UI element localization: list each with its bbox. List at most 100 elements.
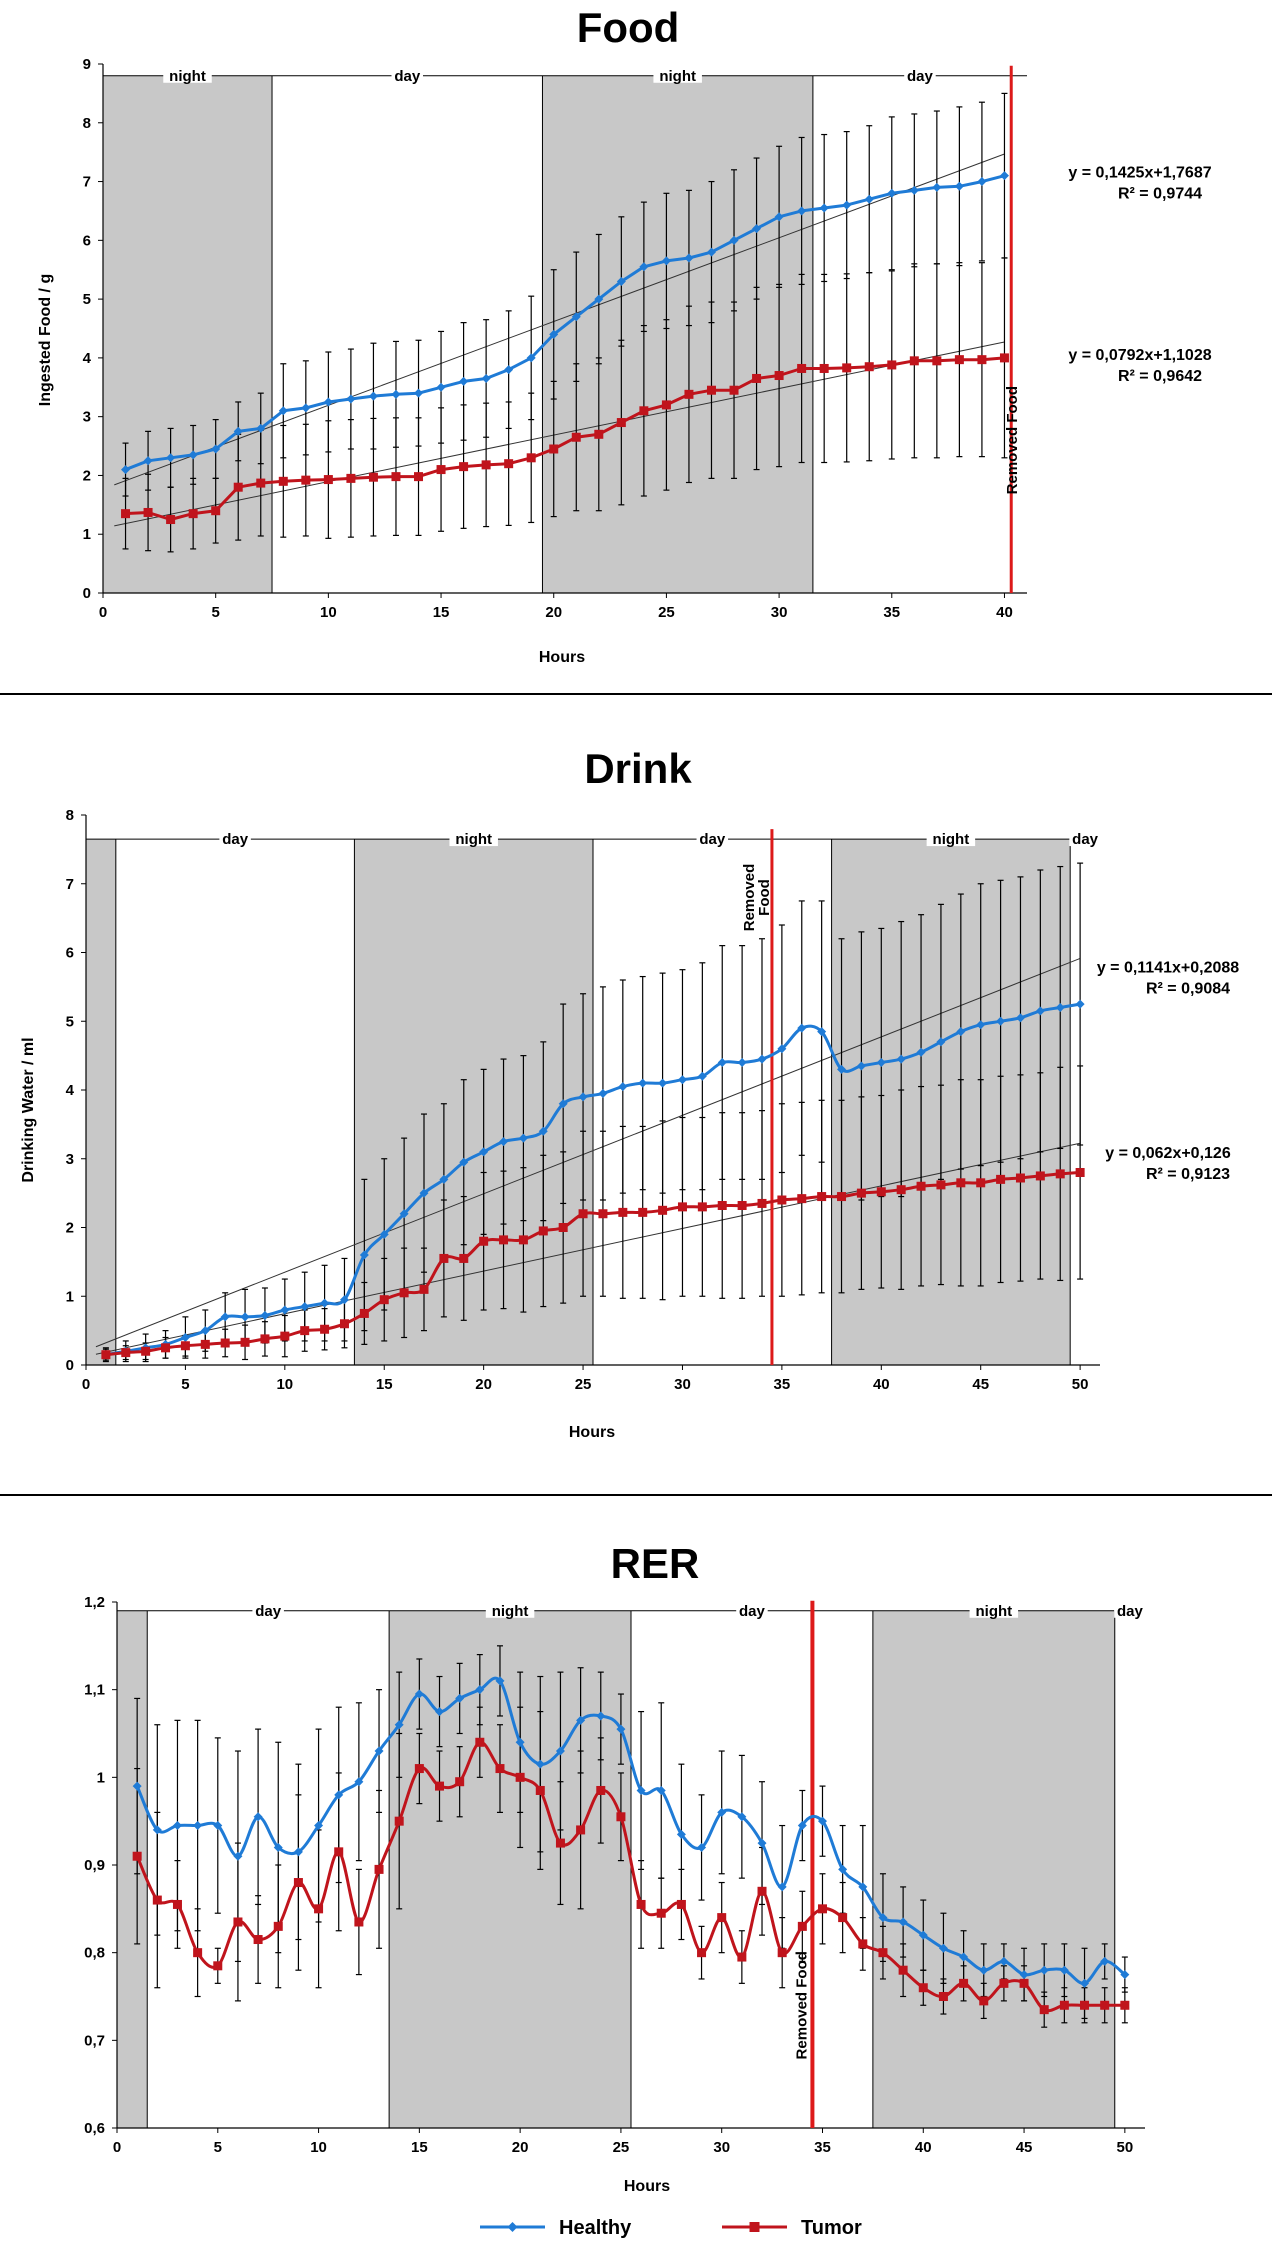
data-point-tumor: [616, 418, 626, 428]
y-tick-label: 1: [83, 526, 91, 543]
band-label-night: night: [933, 831, 970, 848]
data-point-tumor: [273, 1921, 283, 1931]
data-point-healthy: [233, 426, 243, 436]
data-point-tumor: [1059, 2000, 1069, 2010]
band-label-day: day: [222, 831, 249, 848]
x-tick-label: 0: [113, 2139, 121, 2156]
data-point-healthy: [571, 312, 581, 322]
data-point-healthy: [658, 1078, 668, 1088]
data-point-healthy: [684, 253, 694, 263]
data-point-tumor: [495, 1764, 505, 1774]
trend-equation: y = 0,1141x+0,2088: [1097, 960, 1239, 977]
data-point-tumor: [172, 1899, 182, 1909]
data-point-healthy: [996, 1016, 1006, 1026]
data-point-tumor: [180, 1341, 190, 1351]
data-point-tumor: [459, 462, 469, 472]
data-point-tumor: [200, 1339, 210, 1349]
data-point-healthy: [858, 1882, 868, 1892]
data-point-healthy: [359, 1250, 369, 1260]
data-point-tumor: [240, 1337, 250, 1347]
band-label-day: day: [1117, 1603, 1144, 1620]
data-point-tumor: [300, 1326, 310, 1336]
data-point-tumor: [359, 1308, 369, 1318]
data-point-healthy: [999, 171, 1009, 181]
data-point-healthy: [495, 1676, 505, 1686]
data-point-tumor: [334, 1847, 344, 1857]
data-point-tumor: [1100, 2000, 1110, 2010]
data-point-healthy: [549, 329, 559, 339]
data-point-healthy: [253, 1812, 263, 1822]
data-point-tumor: [864, 362, 874, 372]
data-point-healthy: [777, 1882, 787, 1892]
data-point-healthy: [898, 1917, 908, 1927]
data-point-tumor: [526, 453, 536, 463]
data-point-tumor: [656, 1908, 666, 1918]
y-tick-label: 2: [66, 1220, 74, 1237]
data-point-tumor: [439, 1253, 449, 1263]
data-point-tumor: [856, 1188, 866, 1198]
x-tick-label: 0: [99, 604, 107, 621]
band-label-day: day: [907, 68, 934, 85]
data-point-healthy: [954, 181, 964, 191]
night-band: [872, 1610, 1115, 2128]
data-point-tumor: [838, 1913, 848, 1923]
band-label-night: night: [169, 68, 206, 85]
data-point-tumor: [256, 478, 266, 488]
data-point-tumor: [797, 1921, 807, 1931]
x-tick-label: 45: [972, 1376, 989, 1393]
band-label-bg: [1114, 1601, 1146, 1618]
data-point-healthy: [459, 1157, 469, 1167]
data-point-tumor: [774, 371, 784, 381]
band-label-day: day: [255, 1603, 282, 1620]
y-axis-label: Ingested Food / g: [37, 274, 54, 406]
data-point-healthy: [301, 403, 311, 413]
data-point-healthy: [526, 353, 536, 363]
data-point-healthy: [837, 1064, 847, 1074]
band-label-bg: [904, 66, 936, 83]
band-label-night: night: [975, 1603, 1012, 1620]
data-point-healthy: [697, 1071, 707, 1081]
data-point-healthy: [414, 388, 424, 398]
y-tick-label: 0,9: [84, 1857, 105, 1874]
x-tick-label: 40: [915, 2139, 932, 2156]
y-tick-label: 1,2: [84, 1594, 105, 1611]
band-label-bg: [736, 1601, 768, 1618]
data-point-healthy: [717, 1058, 727, 1067]
data-point-healthy: [717, 1807, 727, 1817]
data-point-tumor: [504, 459, 514, 469]
data-point-healthy: [578, 1092, 588, 1102]
data-point-tumor: [253, 1935, 263, 1945]
data-point-healthy: [391, 389, 401, 399]
data-point-healthy: [1059, 1965, 1069, 1975]
y-tick-label: 9: [83, 56, 91, 73]
data-point-tumor: [999, 1978, 1009, 1988]
band-label-night: night: [455, 831, 492, 848]
data-point-healthy: [278, 406, 288, 416]
data-point-tumor: [757, 1198, 767, 1208]
data-point-healthy: [555, 1746, 565, 1756]
trend-equation: y = 0,0792x+1,1028: [1068, 347, 1211, 364]
x-tick-label: 35: [883, 604, 900, 621]
data-point-tumor: [896, 1185, 906, 1195]
series-line-tumor: [135, 1740, 1125, 2013]
data-point-healthy: [1035, 1006, 1045, 1016]
data-point-tumor: [677, 1202, 687, 1212]
data-point-healthy: [379, 1229, 389, 1239]
legend-healthy-marker: [507, 2222, 518, 2232]
data-point-healthy: [918, 1930, 928, 1940]
data-point-healthy: [757, 1054, 767, 1064]
data-point-healthy: [777, 1044, 787, 1054]
data-point-tumor: [797, 363, 807, 373]
data-point-healthy: [638, 1078, 648, 1088]
data-point-tumor: [419, 1284, 429, 1294]
data-point-healthy: [200, 1326, 210, 1336]
data-point-healthy: [1019, 1970, 1029, 1980]
data-point-tumor: [918, 1983, 928, 1993]
data-point-healthy: [143, 456, 153, 466]
x-axis-label: Hours: [539, 649, 585, 666]
data-point-tumor: [878, 1948, 888, 1958]
data-point-healthy: [368, 391, 378, 401]
y-tick-label: 0,8: [84, 1945, 105, 1962]
data-point-tumor: [1075, 1168, 1085, 1177]
y-tick-label: 8: [66, 807, 74, 824]
